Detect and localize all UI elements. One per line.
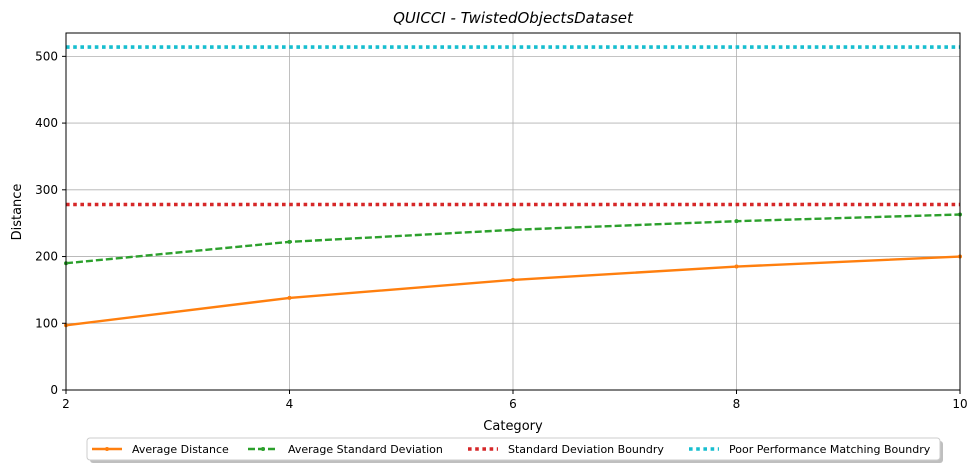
- y-axis-label: Distance: [10, 184, 25, 241]
- legend-swatch-marker: [105, 447, 109, 451]
- legend: Average Distance Average Standard Deviati…: [86, 437, 943, 463]
- legend-label: Average Distance: [132, 443, 229, 456]
- y-tick-label: 100: [35, 316, 58, 330]
- x-tick-label: 10: [952, 397, 967, 411]
- chart-title: QUICCI - TwistedObjectsDataset: [393, 9, 634, 27]
- legend-label: Average Standard Deviation: [288, 443, 443, 456]
- legend-swatch-marker: [261, 447, 265, 451]
- grid: [65, 33, 961, 391]
- x-tick-label: 2: [62, 397, 70, 411]
- legend-box: [86, 437, 941, 461]
- series-2-point: [287, 239, 292, 244]
- y-tick-label: 400: [35, 116, 58, 130]
- y-tick-label: 200: [35, 250, 58, 264]
- x-tick-label: 4: [286, 397, 294, 411]
- series-2-point: [734, 219, 739, 224]
- series-1-point: [287, 295, 292, 300]
- y-tick-label: 500: [35, 49, 58, 63]
- series-lines: [64, 45, 962, 328]
- legend-label: Standard Deviation Boundry: [508, 443, 664, 456]
- x-tick-label: 6: [509, 397, 517, 411]
- series-1-point: [511, 277, 515, 282]
- x-axis-label: Category: [483, 419, 543, 434]
- x-tick-label: 8: [733, 397, 741, 411]
- series-line-2: [65, 213, 961, 265]
- y-tick-label: 300: [35, 183, 58, 197]
- legend-label: Poor Performance Matching Boundry: [729, 443, 931, 456]
- series-1-point: [734, 264, 739, 269]
- y-tick-label: 0: [50, 383, 58, 397]
- series-2-point: [511, 227, 515, 232]
